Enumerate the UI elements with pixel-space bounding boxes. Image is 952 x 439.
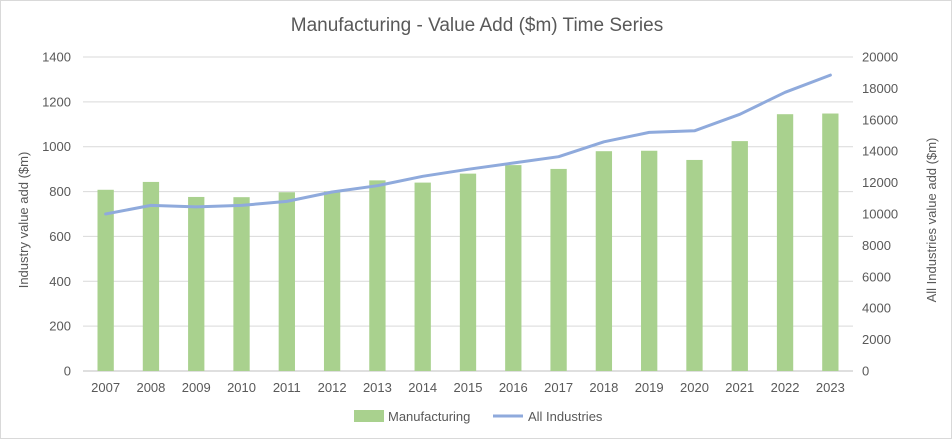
x-tick-label: 2019 [635, 380, 664, 395]
series-line-all-industries [104, 73, 832, 216]
left-tick-label: 600 [49, 229, 71, 244]
bar-manufacturing-2015 [459, 173, 477, 371]
bar-manufacturing-2019 [641, 150, 658, 371]
chart-title: Manufacturing - Value Add ($m) Time Seri… [291, 15, 663, 36]
bar-manufacturing-2010 [233, 197, 250, 371]
bar-manufacturing-2018 [595, 151, 613, 371]
left-axis-ticks: 0 200 400 600 800 1000 1200 1400 [42, 50, 71, 379]
x-tick-label: 2015 [454, 380, 483, 395]
x-tick-label: 2009 [182, 380, 211, 395]
right-tick-label: 18000 [862, 81, 898, 96]
bar-manufacturing-2014 [414, 182, 431, 371]
bar-manufacturing-2013 [369, 180, 386, 371]
left-tick-label: 400 [49, 274, 71, 289]
legend-swatch-manufacturing [354, 410, 384, 422]
bar-manufacturing-2023 [822, 113, 839, 372]
left-tick-label: 1000 [42, 139, 71, 154]
bar-manufacturing-2007 [97, 189, 114, 371]
bar-manufacturing-2017 [550, 168, 567, 371]
left-tick-label: 800 [49, 184, 71, 199]
x-tick-label: 2007 [91, 380, 120, 395]
right-tick-label: 6000 [862, 269, 891, 284]
bar-manufacturing-2016 [505, 165, 522, 371]
legend-label-manufacturing: Manufacturing [388, 409, 470, 424]
bar-manufacturing-2011 [278, 192, 295, 371]
x-tick-label: 2016 [499, 380, 528, 395]
x-tick-label: 2018 [589, 380, 618, 395]
left-tick-label: 1200 [42, 94, 71, 109]
right-tick-label: 0 [862, 364, 869, 379]
left-axis-title: Industry value add ($m) [16, 152, 31, 289]
manufacturing-bars [97, 113, 839, 372]
x-tick-label: 2012 [318, 380, 347, 395]
right-tick-label: 4000 [862, 301, 891, 316]
x-tick-label: 2011 [273, 380, 301, 395]
bar-manufacturing-2008 [142, 181, 160, 371]
left-tick-label: 1400 [42, 50, 71, 65]
all-industries-line [104, 73, 832, 216]
bar-manufacturing-2009 [188, 196, 205, 371]
right-tick-label: 2000 [862, 332, 891, 347]
left-tick-label: 200 [49, 319, 71, 334]
legend-label-all-industries: All Industries [528, 409, 603, 424]
right-axis-ticks: 0 2000 4000 6000 8000 10000 12000 14000 16000 180… [862, 50, 898, 379]
bar-manufacturing-2021 [731, 141, 748, 371]
x-tick-label: 2020 [680, 380, 709, 395]
right-tick-label: 14000 [862, 144, 898, 159]
x-tick-label: 2008 [136, 380, 165, 395]
bar-manufacturing-2022 [776, 114, 794, 371]
x-tick-label: 2021 [725, 380, 754, 395]
x-tick-label: 2022 [771, 380, 800, 395]
x-tick-label: 2014 [408, 380, 437, 395]
x-tick-label: 2023 [816, 380, 845, 395]
right-tick-label: 12000 [862, 175, 898, 190]
x-tick-label: 2010 [227, 380, 256, 395]
right-tick-label: 10000 [862, 207, 898, 222]
x-tick-label: 2017 [544, 380, 573, 395]
x-tick-label: 2013 [363, 380, 392, 395]
left-tick-label: 0 [64, 364, 71, 379]
right-tick-label: 16000 [862, 112, 898, 127]
x-axis-ticks: 2007 2008 2009 2010 2011 2012 2013 2014 2015 2016… [91, 380, 845, 395]
right-tick-label: 20000 [862, 50, 898, 65]
legend: Manufacturing All Industries [354, 409, 603, 424]
right-axis-title: All Industries value add ($m) [924, 138, 939, 303]
bar-manufacturing-2020 [686, 159, 703, 371]
bar-manufacturing-2012 [323, 191, 341, 371]
right-tick-label: 8000 [862, 238, 891, 253]
